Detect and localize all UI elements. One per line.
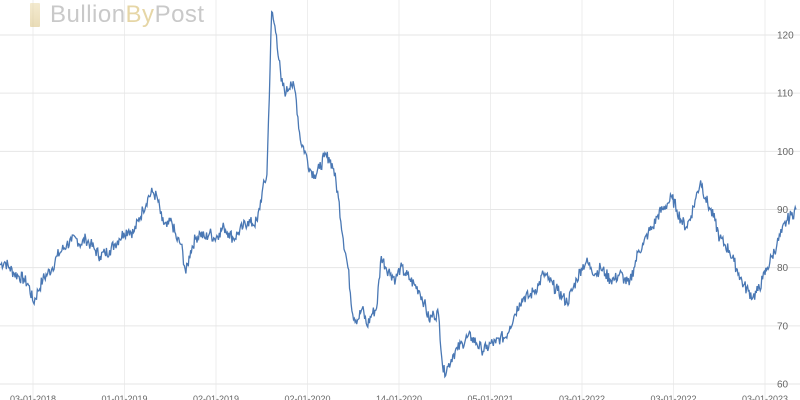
x-tick-label: 02-01-2020: [284, 394, 330, 400]
logo-text-bullion: Bullion: [50, 1, 126, 28]
y-tick-label: 90: [777, 205, 789, 216]
y-tick-label: 110: [777, 89, 793, 100]
x-tick-label: 03-01-2018: [10, 394, 56, 400]
y-axis-tick-labels: 60 70 80 90 100 110 120: [777, 31, 794, 391]
logo-text-post: Post: [154, 1, 205, 28]
x-axis-tick-labels: 03-01-2018 01-01-2019 02-01-2019 02-01-2020…: [10, 394, 788, 400]
y-tick-label: 60: [777, 380, 789, 391]
x-tick-label: 03-01-2022: [559, 394, 605, 400]
bullionbypost-logo: BullionByPost: [0, 0, 205, 30]
y-tick-label: 80: [777, 263, 789, 274]
gold-bar-icon: [30, 3, 40, 27]
price-series-line: [0, 10, 797, 379]
x-tick-label: 03-01-2022: [650, 394, 696, 400]
logo-text-by: By: [125, 1, 155, 28]
y-tick-label: 70: [777, 321, 789, 332]
logo-wordmark: BullionByPost: [50, 1, 205, 29]
x-tick-label: 01-01-2019: [101, 394, 147, 400]
y-tick-label: 120: [777, 31, 794, 42]
vertical-gridlines: [32, 0, 766, 400]
y-tick-label: 100: [777, 147, 794, 158]
x-tick-label: 03-01-2023: [742, 394, 788, 400]
x-tick-label: 14-01-2020: [376, 394, 422, 400]
x-tick-label: 02-01-2019: [193, 394, 239, 400]
x-tick-label: 05-01-2021: [467, 394, 513, 400]
horizontal-gridlines: [0, 34, 800, 385]
